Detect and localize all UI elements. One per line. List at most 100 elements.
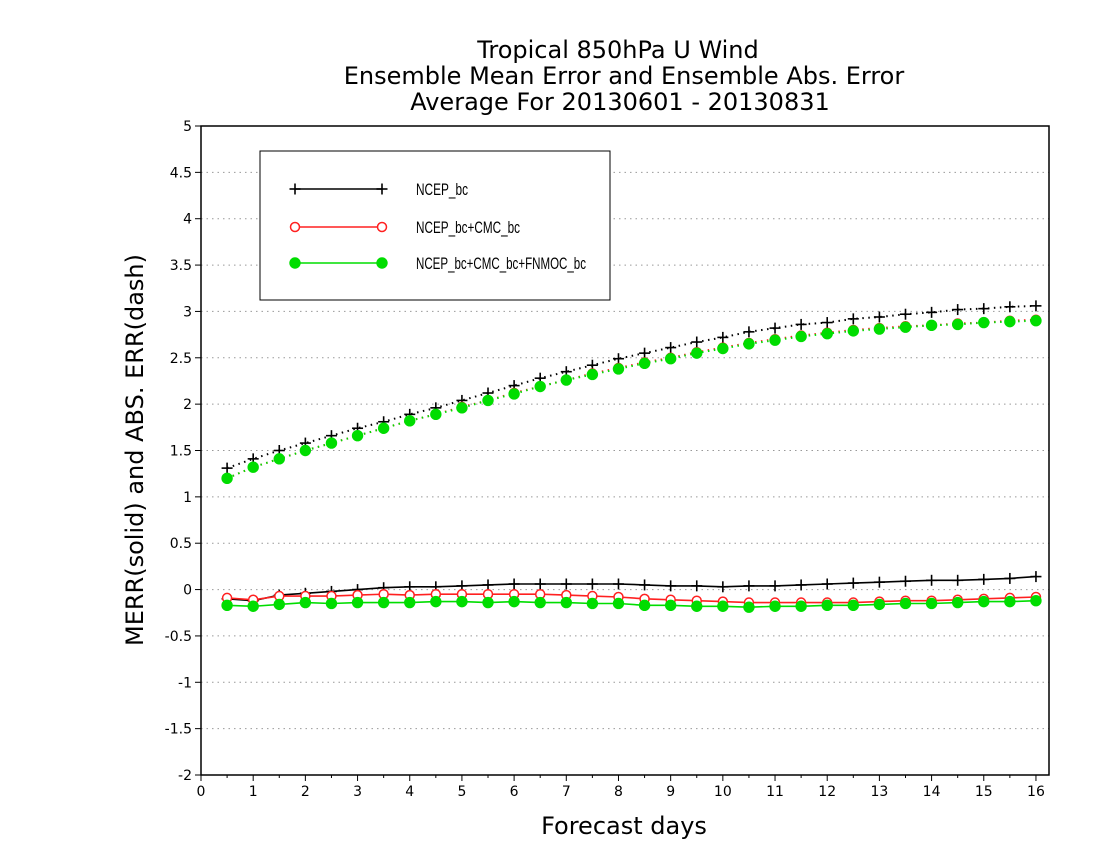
mean-error-point (560, 596, 572, 609)
abs-error-point (847, 325, 860, 337)
abs-error-point (717, 342, 729, 355)
abs-error-point (978, 303, 990, 315)
x-tick-label: 12 (818, 784, 836, 800)
y-tick-label: 0 (183, 583, 192, 599)
mean-error-point (899, 597, 912, 610)
mean-error-point (586, 578, 598, 590)
abs-error-point (639, 347, 651, 359)
legend-item: NCEP_bc+CMC_bc+FNMOC_bc (289, 254, 586, 273)
x-tick-label: 13 (870, 784, 888, 800)
x-tick-label: 15 (975, 784, 993, 800)
mean-error-point (221, 599, 233, 612)
abs-error-point (221, 472, 233, 485)
x-tick-label: 9 (666, 784, 675, 800)
mean-error-point (665, 580, 677, 592)
abs-error-point (273, 453, 285, 465)
x-tick-label: 7 (562, 784, 571, 800)
mean-error-line (227, 599, 1037, 609)
y-tick-label: 4.5 (170, 165, 192, 181)
abs-error-point (665, 342, 677, 354)
mean-error-point (1004, 595, 1016, 608)
plot-frame (200, 125, 1050, 776)
y-tick-label: -1 (178, 675, 192, 691)
legend-label: NCEP_bc+CMC_bc+FNMOC_bc (416, 254, 586, 273)
mean-error-point (951, 596, 964, 609)
series-0 (221, 300, 1042, 607)
x-tick-label: 8 (614, 784, 623, 800)
mean-error-point (247, 600, 259, 612)
plot-series (221, 300, 1042, 613)
y-tick-label: 1 (183, 490, 192, 506)
abs-error-point (951, 318, 964, 331)
mean-error-point (534, 578, 546, 590)
abs-error-point (664, 353, 677, 365)
mean-error-point (299, 596, 312, 609)
y-tick-label: 1.5 (170, 444, 192, 460)
abs-error-point (978, 316, 990, 329)
x-tick-label: 11 (766, 784, 784, 800)
abs-error-point (299, 444, 312, 457)
mean-error-point (612, 597, 625, 610)
mean-error-point (508, 595, 520, 608)
abs-error-point (612, 353, 624, 365)
mean-error-point (1030, 571, 1042, 583)
mean-error-point (430, 595, 442, 608)
y-tick-label: -2 (178, 768, 192, 784)
mean-error-point (1004, 572, 1016, 584)
x-tick-label: 1 (249, 784, 258, 800)
abs-error-point (482, 394, 494, 407)
legend-box (259, 150, 611, 301)
legend-label: NCEP_bc+CMC_bc (416, 218, 520, 237)
mean-error-point (873, 598, 886, 611)
legend-swatch-marker (376, 183, 388, 195)
mean-error-point (351, 596, 364, 609)
abs-error-point (821, 317, 833, 329)
y-tick-label: -0.5 (165, 629, 192, 645)
mean-error-point (273, 598, 285, 611)
mean-error-point (482, 596, 494, 609)
mean-error-point (769, 600, 781, 612)
abs-error-point (899, 321, 912, 333)
y-tick-label: 3 (183, 304, 192, 320)
mean-error-point (952, 574, 964, 586)
legend-swatch-marker (289, 221, 301, 233)
title-line-1: Tropical 850hPa U Wind (476, 36, 759, 64)
abs-error-line (226, 304, 1037, 470)
legend-item: NCEP_bc (289, 180, 468, 199)
abs-error-line (226, 319, 1037, 480)
mean-error-point (769, 580, 781, 592)
abs-error-point (586, 368, 599, 381)
mean-error-point (508, 578, 520, 590)
mean-error-point (612, 578, 624, 590)
mean-error-point (691, 600, 703, 612)
mean-error-point (691, 580, 703, 592)
mean-error-point (847, 577, 859, 589)
y-tick-label: 0.5 (170, 536, 192, 552)
abs-error-point (638, 357, 651, 370)
abs-error-point (717, 331, 729, 343)
abs-error-point (456, 402, 468, 414)
mean-error-point (717, 600, 729, 612)
abs-error-point (508, 388, 520, 400)
y-tick-label: -1.5 (165, 722, 192, 738)
mean-error-point (743, 601, 755, 613)
abs-error-point (847, 313, 859, 325)
mean-error-point (325, 597, 338, 610)
mean-error-point (926, 574, 938, 586)
x-tick-label: 4 (405, 784, 414, 800)
mean-error-point (795, 600, 807, 612)
abs-error-point (221, 462, 233, 474)
series-1 (221, 314, 1042, 608)
legend-swatch-marker (376, 221, 388, 233)
mean-error-point (482, 579, 494, 591)
mean-error-point (847, 599, 860, 612)
x-tick-label: 14 (923, 784, 941, 800)
mean-error-point (821, 599, 833, 612)
y-tick-label: 2 (183, 397, 192, 413)
abs-error-point (952, 304, 964, 316)
legend-item: NCEP_bc+CMC_bc (289, 218, 520, 237)
abs-error-point (821, 327, 833, 340)
abs-error-point (899, 308, 911, 320)
abs-error-point (873, 311, 885, 323)
